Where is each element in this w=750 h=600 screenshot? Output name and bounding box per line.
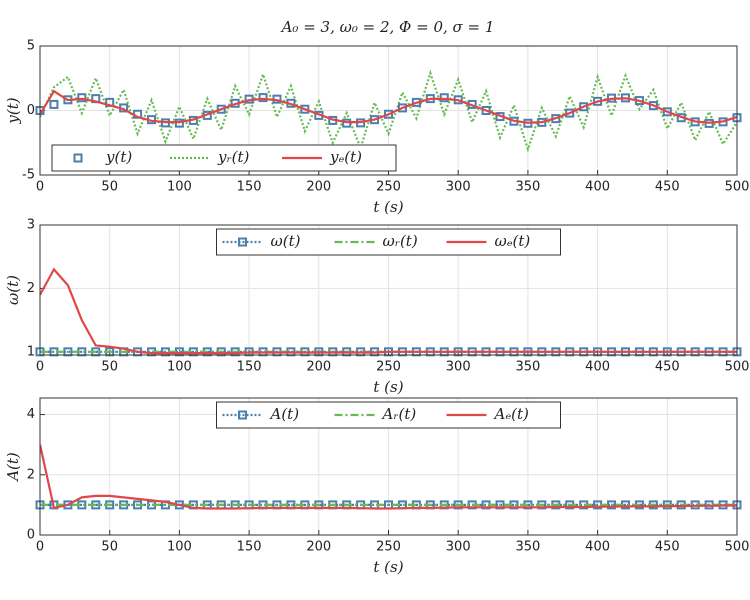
legend-label: ω(t) — [271, 232, 301, 250]
x-tick-label: 0 — [36, 360, 44, 375]
legend-marker — [73, 153, 83, 163]
marker — [300, 104, 310, 114]
x-tick-label: 150 — [237, 180, 262, 195]
marker — [481, 106, 491, 115]
marker — [258, 93, 268, 103]
x-tick-label: 250 — [376, 180, 401, 195]
x-tick-label: 100 — [167, 360, 192, 375]
x-tick-label: 400 — [585, 540, 610, 555]
x-tick-label: 250 — [376, 540, 401, 555]
x-tick-label: 50 — [101, 180, 118, 195]
marker — [216, 104, 226, 114]
x-axis-label: t (s) — [373, 378, 403, 396]
x-tick-label: 0 — [36, 180, 44, 195]
legend-marker — [238, 237, 247, 247]
x-tick-label: 250 — [376, 360, 401, 375]
axes-box — [39, 224, 738, 356]
marker — [607, 500, 617, 510]
x-tick-label: 200 — [306, 180, 331, 195]
x-axis-label: t (s) — [373, 198, 403, 216]
y-tick-label: 5 — [27, 39, 35, 54]
x-tick-label: 450 — [655, 180, 680, 195]
x-tick-label: 300 — [446, 540, 471, 555]
legend-marker — [238, 410, 247, 420]
legend-box — [216, 228, 561, 256]
x-tick-label: 50 — [101, 540, 118, 555]
marker — [384, 109, 393, 119]
legend-label: ωᵣ(t) — [383, 232, 418, 250]
x-tick-label: 150 — [237, 540, 262, 555]
y-axis-label: A(t) — [4, 452, 22, 483]
x-tick-label: 400 — [585, 180, 610, 195]
y-tick-label: 3 — [27, 218, 35, 233]
x-tick-label: 500 — [725, 360, 750, 375]
y-tick-label: 2 — [27, 281, 35, 296]
y-tick-label: 4 — [27, 407, 35, 422]
x-tick-label: 50 — [101, 360, 118, 375]
axes-box — [39, 45, 738, 176]
marker — [648, 101, 658, 111]
legend-label: Aₑ(t) — [493, 405, 530, 423]
legend-label: ωₑ(t) — [495, 232, 531, 250]
x-tick-label: 200 — [306, 360, 331, 375]
y-axis-label: ω(t) — [4, 275, 22, 305]
legend-label: yₑ(t) — [329, 148, 362, 166]
y-tick-label: 0 — [27, 528, 35, 543]
x-tick-label: 350 — [515, 180, 540, 195]
x-tick-label: 300 — [446, 180, 471, 195]
x-tick-label: 450 — [655, 360, 680, 375]
y-axis-label: y(t) — [4, 97, 22, 124]
x-tick-label: 350 — [515, 540, 540, 555]
legend-box — [216, 401, 561, 429]
x-tick-label: 350 — [515, 360, 540, 375]
x-tick-label: 500 — [725, 540, 750, 555]
marker — [77, 93, 87, 103]
x-tick-label: 0 — [36, 540, 44, 555]
y-tick-label: 1 — [27, 344, 35, 359]
x-tick-label: 400 — [585, 360, 610, 375]
y-tick-label: 0 — [27, 103, 35, 118]
x-tick-label: 500 — [725, 180, 750, 195]
axes-box — [39, 397, 738, 536]
x-tick-label: 100 — [167, 180, 192, 195]
x-tick-label: 100 — [167, 540, 192, 555]
legend-label: yᵣ(t) — [217, 148, 250, 166]
x-tick-label: 150 — [237, 360, 262, 375]
marker — [662, 107, 672, 117]
marker — [579, 102, 589, 112]
x-tick-label: 200 — [306, 540, 331, 555]
y-tick-label: -5 — [22, 168, 35, 183]
marker — [565, 108, 575, 118]
marker — [49, 99, 59, 109]
x-axis-label: t (s) — [373, 558, 403, 576]
x-tick-label: 450 — [655, 540, 680, 555]
y-tick-label: 2 — [27, 467, 35, 482]
marker — [439, 93, 449, 103]
x-tick-label: 300 — [446, 360, 471, 375]
chart-title: A₀ = 3, ω₀ = 2, Φ = 0, σ = 1 — [280, 18, 495, 36]
series-line — [40, 89, 737, 124]
legend-label: y(t) — [105, 148, 132, 166]
legend-label: A(t) — [269, 405, 300, 423]
series-line — [40, 69, 737, 153]
series-line — [40, 444, 737, 510]
legend-box — [51, 144, 397, 172]
series-line — [40, 267, 737, 355]
marker — [397, 103, 407, 113]
legend-label: Aᵣ(t) — [381, 405, 417, 423]
